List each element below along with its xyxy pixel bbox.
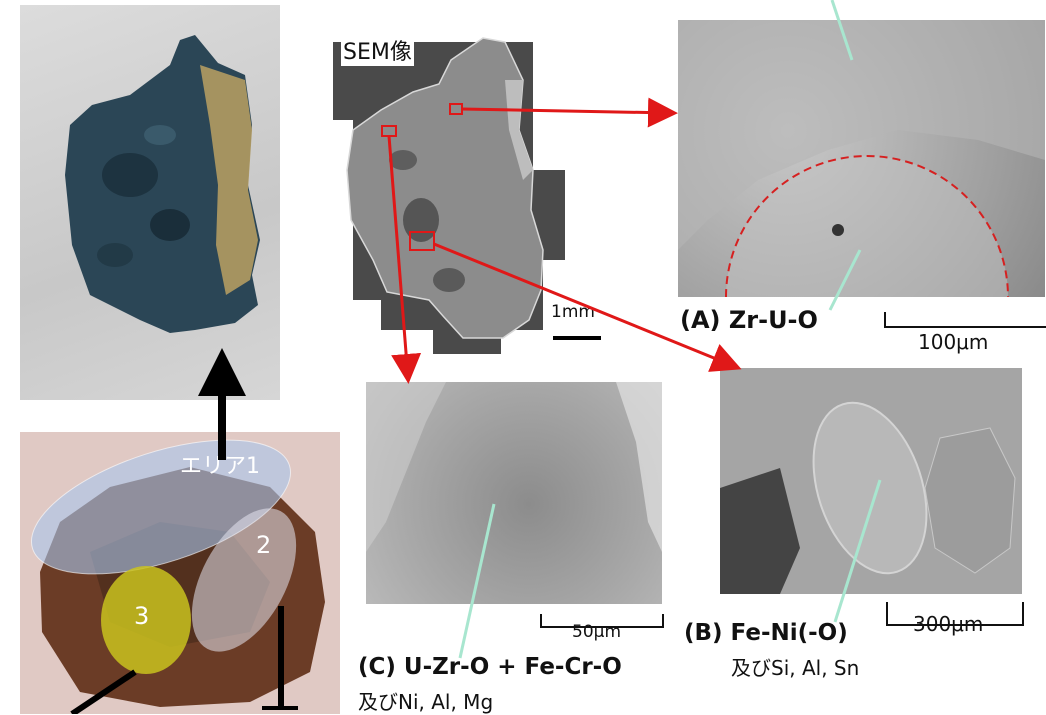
- sem-title: SEM像: [341, 34, 414, 66]
- region-b-label: (B) Fe-Ni(-O): [684, 620, 848, 646]
- scale-label-300um: 300μm: [913, 612, 984, 636]
- sem-scale-label-1mm: 1mm: [551, 302, 595, 322]
- sem-image-b: [720, 368, 1022, 594]
- area3-ellipse: [101, 566, 191, 674]
- area3-label: 3: [134, 602, 150, 630]
- sem-image-a: [678, 20, 1045, 297]
- scale-bar-1mm: [553, 336, 601, 340]
- scale-bar-300um: [886, 602, 1024, 626]
- area2-label: 2: [256, 531, 272, 559]
- region-c-minor: 及びNi, Al, Mg: [358, 690, 494, 714]
- boundary-dashed-arc: [725, 155, 1009, 297]
- scale-bar-50um: [540, 614, 664, 628]
- region-b-minor: 及びSi, Al, Sn: [731, 656, 860, 680]
- scale-bar-100um: [884, 312, 1046, 328]
- region-c-label: (C) U-Zr-O + Fe-Cr-O: [358, 654, 622, 680]
- sem-image-c: [366, 382, 662, 604]
- sample-photo-top: [20, 5, 280, 400]
- region-a-label: (A) Zr-U-O: [680, 306, 818, 334]
- area1-label: エリア1: [180, 454, 260, 479]
- sample-photo-bottom: エリア1 2 3: [20, 432, 340, 714]
- area2-ellipse: [191, 508, 297, 652]
- sem-mosaic: SEM像 1mm: [333, 20, 603, 360]
- area1-ellipse: [30, 439, 292, 575]
- scale-label-100um: 100μm: [918, 330, 989, 354]
- scale-label-50um: 50μm: [572, 622, 622, 642]
